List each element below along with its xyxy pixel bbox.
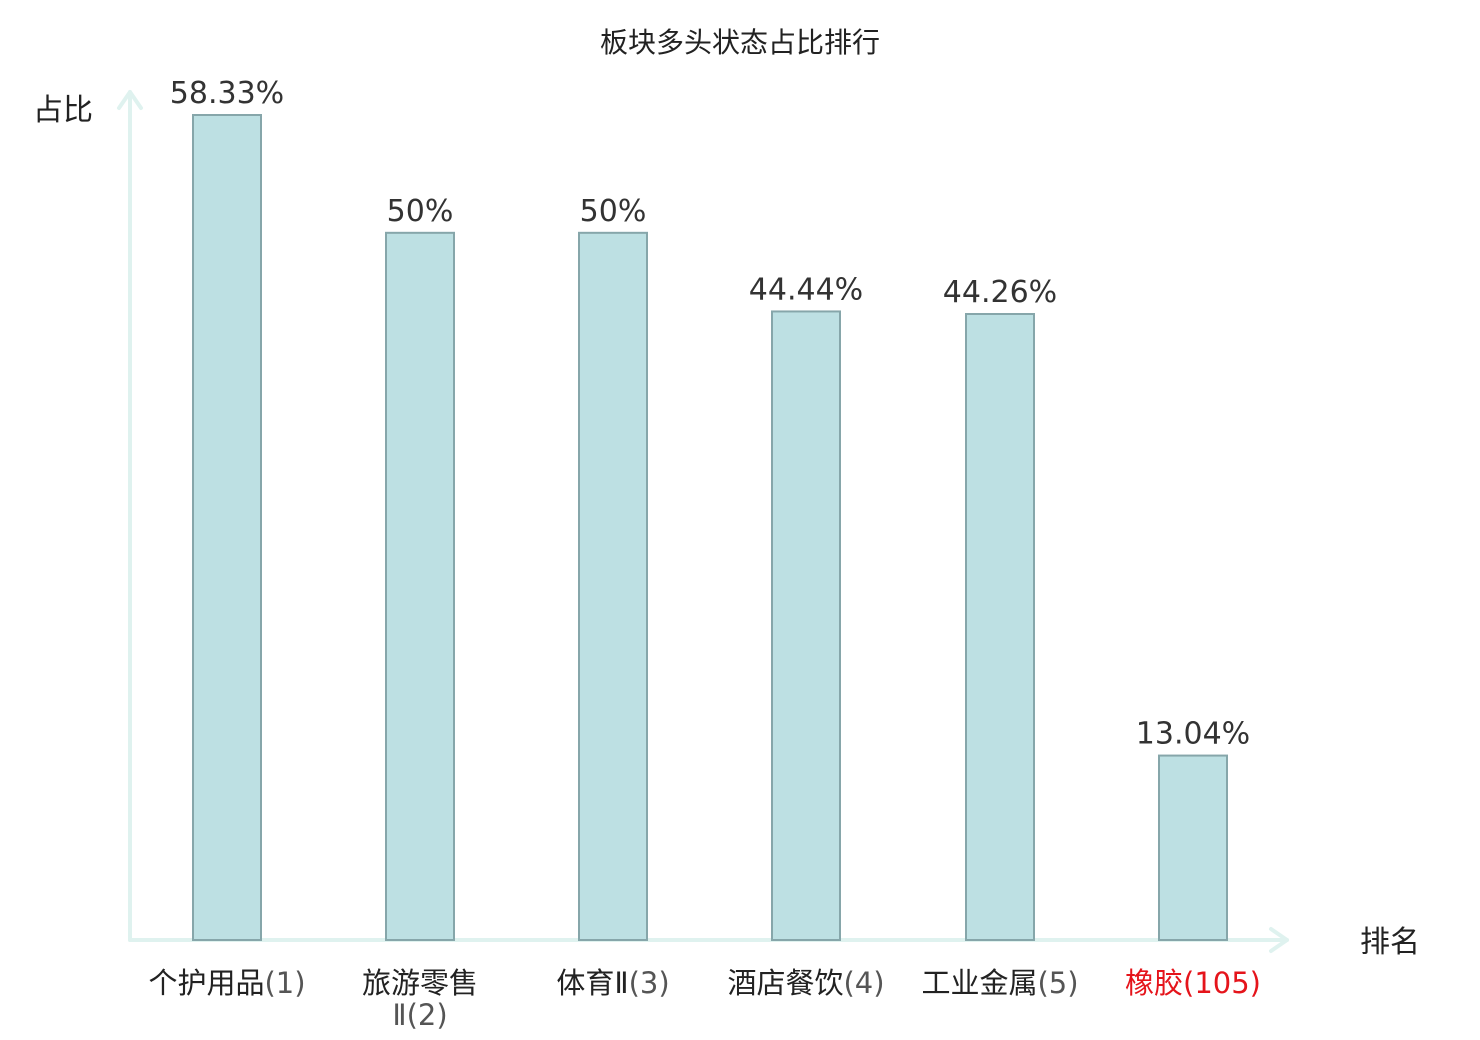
bar-value-label: 58.33% [170,76,284,111]
bar [192,114,262,941]
category-rank: (5) [1037,966,1078,1000]
bar-value-label: 50% [387,194,454,229]
x-axis-label: 排名 [1360,925,1420,960]
bar [1158,754,1228,941]
category-label-group: 个护用品(1) [148,966,305,1000]
bar [771,310,841,941]
category-label-group: 酒店餐饮(4) [727,966,884,1000]
chart-title: 板块多头状态占比排行 [600,26,880,59]
bar-value-label: 44.44% [749,272,863,307]
category-label: 体育Ⅱ [556,966,628,1000]
category-label: 酒店餐饮 [727,966,843,1000]
category-rank: (1) [264,966,305,1000]
bar-value-label: 50% [580,194,647,229]
category-label-group: 工业金属(5) [921,966,1078,1000]
category-rank: Ⅱ(2) [392,998,447,1032]
category-label-group: 橡胶(105) [1125,966,1261,1000]
x-axis-arrow-icon [1269,927,1289,953]
bar [578,231,648,942]
bar-value-label: 44.26% [943,275,1057,310]
category-label-group: 体育Ⅱ(3) [556,966,669,1000]
category-label: 橡胶 [1125,966,1183,1000]
bar [965,313,1035,942]
y-axis-arrow-icon [117,90,143,110]
bar [385,231,455,942]
category-rank: (105) [1183,966,1261,1000]
category-rank: (4) [843,966,884,1000]
category-label: 旅游零售 [362,966,478,1000]
category-label: 工业金属 [921,966,1037,1000]
category-label: 个护用品 [148,966,264,1000]
category-rank: (3) [629,966,670,1000]
value-labels-group: 58.33% 50% 50% 44.44% 44.26% 13.04% [170,76,1250,752]
bars-group [192,114,1228,942]
bar-value-label: 13.04% [1136,717,1250,752]
y-axis-label: 占比 [33,93,93,128]
